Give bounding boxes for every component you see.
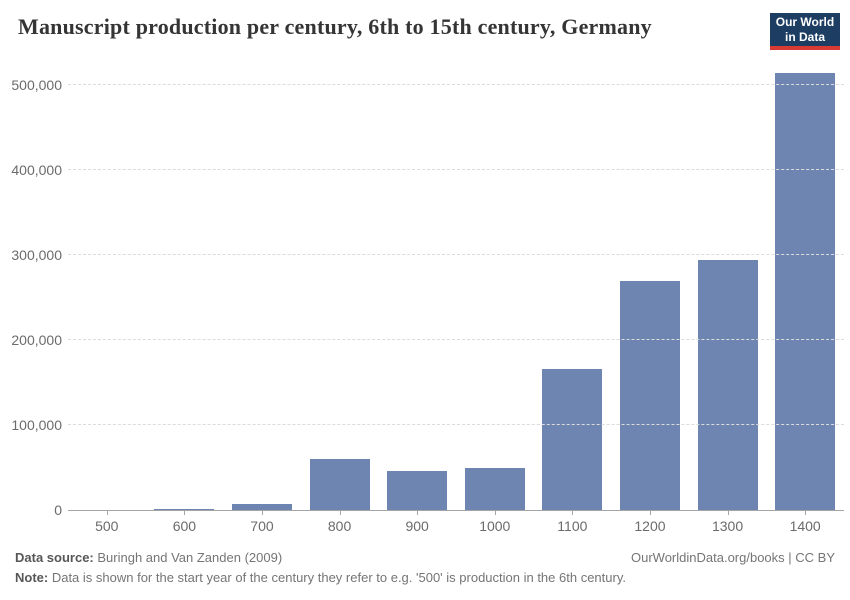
bar-600[interactable]	[154, 509, 215, 510]
bar-800[interactable]	[309, 459, 370, 510]
x-tick-1200: 1200	[611, 511, 689, 537]
note-label: Note:	[15, 570, 49, 586]
x-tick-label-700: 700	[250, 518, 274, 534]
x-tick-500: 500	[68, 511, 146, 537]
gridline-200000	[68, 339, 844, 341]
y-tick-label-400000: 400,000	[11, 162, 62, 179]
bar-slot-1400	[766, 60, 844, 510]
bar-slot-900	[378, 60, 456, 510]
data-source: Data source: Buringh and Van Zanden (200…	[15, 548, 282, 568]
bar-slot-800	[301, 60, 379, 510]
x-tick-label-800: 800	[327, 518, 352, 534]
y-tick-label-0: 0	[54, 502, 62, 518]
bar-1400[interactable]	[775, 72, 836, 510]
x-tick-label-1200: 1200	[634, 518, 666, 534]
gridline-300000	[68, 254, 844, 256]
x-tick-700: 700	[223, 511, 301, 537]
y-tick-label-300000: 300,000	[11, 247, 62, 264]
y-tick-label-500000: 500,000	[11, 77, 62, 94]
data-source-text: Buringh and Van Zanden (2009)	[93, 550, 283, 565]
x-tick-label-1000: 1000	[479, 518, 511, 534]
bar-900[interactable]	[387, 471, 448, 510]
gridline-100000	[68, 424, 844, 426]
x-tick-mark-600	[184, 511, 186, 515]
owid-logo[interactable]: Our World in Data	[770, 13, 840, 50]
bar-1000[interactable]	[464, 467, 525, 510]
bars-layer	[68, 60, 844, 510]
data-source-label: Data source:	[15, 550, 94, 565]
owid-logo-line1: Our World	[775, 14, 835, 29]
bar-slot-1300	[689, 60, 767, 510]
gridline-400000	[68, 169, 844, 171]
x-tick-label-500: 500	[95, 518, 119, 534]
plot-area	[68, 60, 844, 511]
x-tick-mark-900	[417, 511, 419, 515]
gridline-500000	[68, 84, 844, 86]
x-tick-mark-800	[339, 511, 341, 515]
bar-slot-700	[223, 60, 301, 510]
y-axis: 0 100,000 200,000 300,000 400,000 500,000	[0, 60, 62, 518]
x-tick-1100: 1100	[534, 511, 612, 537]
x-tick-mark-1400	[805, 511, 807, 515]
bar-1300[interactable]	[697, 260, 758, 510]
x-tick-mark-700	[261, 511, 263, 515]
y-tick-label-200000: 200,000	[11, 332, 62, 349]
bar-1200[interactable]	[619, 280, 680, 510]
x-tick-800: 800	[301, 511, 379, 537]
x-tick-600: 600	[146, 511, 224, 537]
x-tick-1000: 1000	[456, 511, 534, 537]
bar-slot-500	[68, 60, 146, 510]
x-tick-mark-1000	[494, 511, 496, 515]
chart-footer: Data source: Buringh and Van Zanden (200…	[15, 548, 835, 588]
bar-1100[interactable]	[542, 369, 603, 510]
credit-link[interactable]: OurWorldinData.org/books | CC BY	[631, 550, 835, 565]
x-tick-mark-1100	[572, 511, 574, 515]
x-tick-label-600: 600	[172, 518, 197, 534]
x-tick-900: 900	[378, 511, 456, 537]
x-tick-mark-1300	[727, 511, 729, 515]
owid-logo-line2: in Data	[784, 29, 825, 44]
note-text: Data is shown for the start year of the …	[48, 570, 626, 586]
x-tick-label-900: 900	[405, 518, 429, 534]
chart-title: Manuscript production per century, 6th t…	[18, 14, 652, 39]
x-tick-label-1100: 1100	[557, 518, 588, 534]
bar-700[interactable]	[231, 504, 292, 510]
x-tick-mark-500	[106, 511, 108, 515]
x-tick-mark-1200	[649, 511, 651, 515]
x-tick-1400: 1400	[766, 511, 844, 537]
bar-slot-1200	[611, 60, 689, 510]
bar-slot-600	[146, 60, 224, 510]
y-tick-label-100000: 100,000	[11, 417, 62, 434]
x-tick-1300: 1300	[689, 511, 767, 537]
x-tick-label-1300: 1300	[711, 518, 744, 534]
x-axis: 500 600 700 800 900 1000 1100 1200 1300 1400	[68, 511, 844, 537]
bar-slot-1000	[456, 60, 534, 510]
x-tick-label-1400: 1400	[789, 518, 821, 534]
bar-slot-1100	[534, 60, 612, 510]
